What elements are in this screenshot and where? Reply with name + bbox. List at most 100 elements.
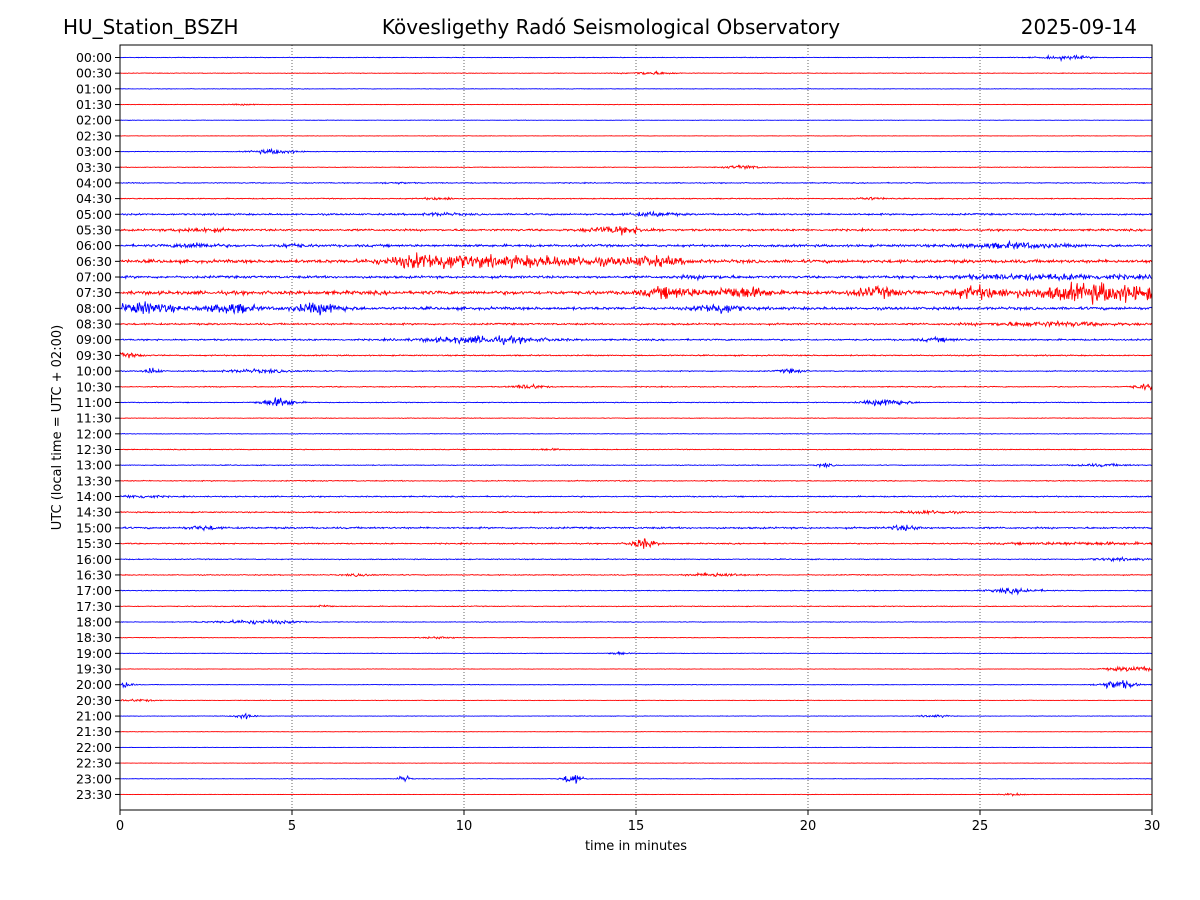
row-label-10: 05:00 [76, 207, 112, 222]
trace-14:00 [119, 494, 1153, 500]
trace-08:00 [119, 301, 1153, 316]
x-tick-label-3: 15 [628, 819, 645, 834]
y-tick-labels: 00:0000:3001:0001:3002:0002:3003:0003:30… [76, 50, 120, 802]
row-label-30: 15:00 [76, 520, 112, 535]
y-axis-label: UTC (local time = UTC + 02:00) [50, 325, 65, 530]
trace-16:30 [120, 571, 1153, 577]
trace-10:00 [119, 367, 1153, 375]
trace-13:30 [119, 479, 1153, 483]
trace-05:30 [119, 225, 1153, 236]
trace-16:00 [119, 555, 1153, 563]
trace-04:30 [119, 196, 1153, 201]
trace-18:00 [119, 618, 1153, 625]
row-label-14: 07:00 [76, 270, 112, 285]
trace-04:00 [120, 181, 1153, 185]
trace-10:30 [119, 383, 1153, 391]
trace-15:30 [119, 538, 1153, 549]
row-label-41: 20:30 [76, 693, 112, 708]
row-label-44: 22:00 [76, 740, 112, 755]
trace-03:00 [119, 147, 1153, 155]
x-tick-label-5: 25 [972, 819, 989, 834]
row-label-8: 04:00 [76, 175, 112, 190]
row-label-4: 02:00 [76, 113, 112, 128]
row-label-28: 14:00 [76, 489, 112, 504]
row-label-9: 04:30 [76, 191, 112, 206]
row-label-3: 01:30 [76, 97, 112, 112]
trace-19:00 [119, 650, 1153, 656]
x-tick-label-6: 30 [1144, 819, 1161, 834]
row-label-47: 23:30 [76, 787, 112, 802]
row-label-29: 14:30 [76, 505, 112, 520]
trace-12:30 [119, 447, 1153, 452]
trace-22:30 [119, 762, 1153, 764]
trace-20:30 [119, 698, 1153, 703]
trace-17:00 [119, 587, 1153, 596]
trace-03:30 [119, 164, 1153, 171]
row-label-7: 03:30 [76, 160, 112, 175]
trace-14:30 [119, 509, 1153, 516]
row-label-1: 00:30 [76, 66, 112, 81]
trace-01:30 [119, 103, 1153, 106]
row-label-25: 12:30 [76, 442, 112, 457]
trace-09:30 [119, 352, 1153, 359]
trace-22:00 [119, 746, 1153, 749]
station-title: HU_Station_BSZH [63, 15, 239, 39]
trace-11:00 [119, 397, 1153, 407]
trace-12:00 [119, 432, 1153, 435]
row-label-6: 03:00 [76, 144, 112, 159]
trace-21:30 [119, 731, 1153, 733]
trace-11:30 [119, 417, 1153, 420]
x-tick-label-1: 5 [288, 819, 296, 834]
trace-06:30 [119, 252, 1153, 269]
trace-05:00 [119, 210, 1153, 218]
trace-group [119, 54, 1153, 797]
row-label-43: 21:30 [76, 724, 112, 739]
x-tick-label-0: 0 [116, 819, 124, 834]
row-label-26: 13:00 [76, 458, 112, 473]
trace-00:30 [119, 70, 1153, 76]
row-label-23: 11:30 [76, 411, 112, 426]
x-tick-label-2: 10 [456, 819, 473, 834]
trace-01:00 [119, 88, 1153, 90]
row-label-5: 02:30 [76, 128, 112, 143]
trace-00:00 [119, 54, 1153, 63]
trace-19:30 [119, 665, 1153, 673]
plot-background [120, 45, 1152, 810]
row-label-15: 07:30 [76, 285, 112, 300]
x-axis-label: time in minutes [585, 839, 687, 854]
row-label-32: 16:00 [76, 552, 112, 567]
plot-frame [119, 44, 1153, 811]
row-label-13: 06:30 [76, 254, 112, 269]
x-tick-label-4: 20 [800, 819, 817, 834]
trace-02:00 [119, 119, 1153, 121]
row-label-46: 23:00 [76, 771, 112, 786]
trace-07:30 [119, 281, 1153, 305]
row-label-12: 06:00 [76, 238, 112, 253]
row-label-16: 08:00 [76, 301, 112, 316]
date-title: 2025-09-14 [1020, 15, 1137, 39]
row-label-0: 00:00 [76, 50, 112, 65]
row-label-19: 09:30 [76, 348, 112, 363]
observatory-title: Kövesligethy Radó Seismological Observat… [381, 15, 841, 39]
x-axis-ticks: 0 5 10 15 20 25 30 [116, 810, 1160, 834]
trace-02:30 [119, 135, 1153, 137]
trace-23:00 [119, 774, 1153, 784]
row-label-17: 08:30 [76, 317, 112, 332]
row-label-39: 19:30 [76, 662, 112, 677]
row-label-27: 13:30 [76, 473, 112, 488]
row-label-11: 05:30 [76, 222, 112, 237]
trace-09:00 [119, 335, 1153, 346]
row-label-22: 11:00 [76, 395, 112, 410]
row-label-21: 10:30 [76, 379, 112, 394]
row-label-2: 01:00 [76, 81, 112, 96]
trace-15:00 [119, 524, 1153, 532]
row-label-35: 17:30 [76, 599, 112, 614]
trace-06:00 [119, 239, 1153, 251]
row-label-45: 22:30 [76, 756, 112, 771]
trace-23:30 [119, 791, 1153, 797]
row-label-24: 12:00 [76, 426, 112, 441]
row-label-34: 17:00 [76, 583, 112, 598]
row-label-20: 10:00 [76, 364, 112, 379]
